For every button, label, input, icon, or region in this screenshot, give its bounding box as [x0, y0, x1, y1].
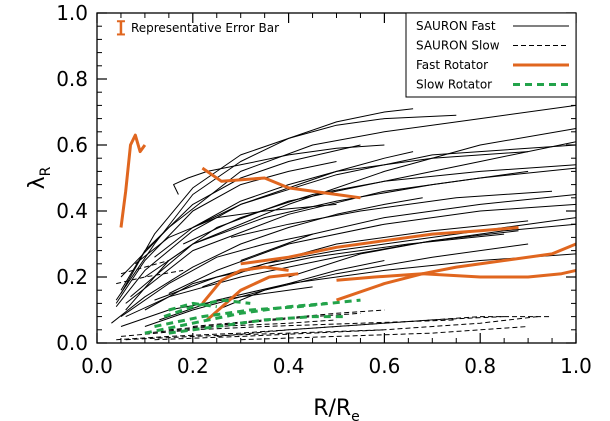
- sauron-fast-line-23: [216, 260, 385, 311]
- sauron-slow-line-10: [116, 269, 184, 285]
- sauron-fast-line-21: [144, 243, 529, 327]
- sauron-fast-line-10: [130, 128, 577, 298]
- legend-box: [405, 12, 577, 98]
- x-tick-label: 0.4: [273, 354, 305, 378]
- x-axis-label-main: R/R: [313, 396, 351, 421]
- legend: SAURON Fast SAURON Slow Fast Rotator Slow R…: [405, 12, 577, 98]
- data-lines: [111, 104, 577, 341]
- sauron-fast-line-25: [182, 164, 577, 245]
- sauron-slow-line-7: [216, 316, 552, 337]
- sauron-fast-line-5: [120, 233, 313, 318]
- y-axis-label: λR: [25, 166, 54, 189]
- y-axis-label-subscript: R: [38, 166, 54, 176]
- y-tick-label: 0.4: [56, 199, 88, 223]
- sauron-fast-line-15: [154, 144, 577, 258]
- legend-label-slow-rotator: Slow Rotator: [416, 78, 492, 92]
- sauron-fast-line-9: [125, 167, 577, 304]
- x-tick-label: 0.0: [81, 354, 113, 378]
- y-axis-label-main: λ: [25, 176, 50, 189]
- axis-tick-labels: 0.0 0.2 0.4 0.6 0.8 1.0 0.0 0.2 0.4 0.6 0.8 1.0: [56, 1, 592, 378]
- x-tick-label: 0.2: [177, 354, 209, 378]
- x-tick-label: 0.8: [464, 354, 496, 378]
- sauron-fast-line-19: [192, 151, 529, 228]
- sauron-fast-line-13: [144, 217, 577, 311]
- sauron-fast-line-11: [120, 104, 577, 278]
- slow-rotator-line-2: [154, 298, 361, 328]
- sauron-fast-line-27: [288, 223, 577, 278]
- sauron-slow-line-9: [120, 260, 169, 275]
- x-tick-label: 1.0: [560, 354, 592, 378]
- sauron-fast-line-14: [144, 170, 529, 278]
- sauron-fast-line-6: [115, 161, 337, 304]
- y-tick-label: 0.8: [56, 67, 88, 91]
- fast-rotator-line-7: [336, 268, 577, 282]
- fast-rotator-line-2: [201, 166, 361, 200]
- legend-label-sauron-slow: SAURON Slow: [416, 39, 500, 53]
- y-tick-label: 0.6: [56, 133, 88, 157]
- sauron-slow-line-4: [144, 319, 337, 334]
- x-axis-label: R/Re: [313, 396, 360, 421]
- axis-ticks: [96, 12, 577, 344]
- slow-rotator-line-5: [168, 301, 218, 312]
- sauron-fast-line-17: [168, 203, 577, 294]
- y-tick-label: 0.2: [56, 265, 88, 289]
- fast-rotator-line-1: [119, 133, 147, 228]
- legend-label-sauron-fast: SAURON Fast: [416, 19, 496, 33]
- sauron-fast-line-20: [134, 203, 337, 265]
- error-bar-annotation: Representative Error Bar: [116, 20, 279, 36]
- sauron-fast-line-26: [154, 233, 505, 301]
- slow-rotator-line-3: [168, 315, 347, 335]
- slow-rotator-line-4: [163, 298, 251, 319]
- sauron-fast-line-29: [230, 190, 553, 238]
- fast-rotator-line-3: [201, 265, 289, 305]
- fast-rotator-line-5: [240, 226, 519, 266]
- sauron-fast-line-7: [120, 114, 457, 294]
- sauron-fast-line-1: [115, 151, 414, 308]
- sauron-fast-line-18: [173, 144, 385, 195]
- sauron-slow-line-5: [154, 329, 385, 341]
- sauron-slow-line-3: [125, 316, 538, 341]
- fast-rotator-line-4: [206, 272, 299, 322]
- sauron-fast-line-24: [240, 194, 577, 261]
- legend-label-fast-rotator: Fast Rotator: [416, 58, 488, 72]
- y-tick-label: 1.0: [56, 1, 88, 25]
- y-tick-label: 0.0: [56, 331, 88, 355]
- error-bar-annotation-label: Representative Error Bar: [131, 21, 279, 35]
- fast-rotator-line-6: [336, 242, 577, 302]
- x-tick-label: 0.6: [368, 354, 400, 378]
- sauron-fast-line-4: [111, 197, 423, 324]
- x-axis-label-subscript: e: [351, 409, 360, 421]
